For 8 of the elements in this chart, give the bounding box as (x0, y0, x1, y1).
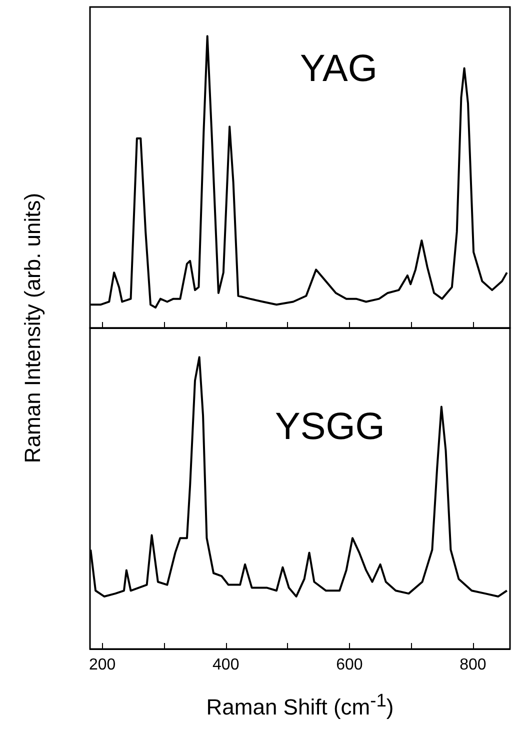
x-axis-title: Raman Shift (cm$^{-1}$) (206, 689, 394, 721)
y-axis-title: Raman Intensity (arb. units) (20, 192, 46, 464)
annotation: YSGG (275, 406, 385, 448)
x-tick-label: 600 (336, 656, 363, 674)
annotation: YAG (300, 48, 378, 90)
x-tick-label: 800 (460, 656, 486, 674)
x-tick-label: 200 (89, 656, 116, 674)
x-tick-label: 400 (212, 656, 240, 674)
